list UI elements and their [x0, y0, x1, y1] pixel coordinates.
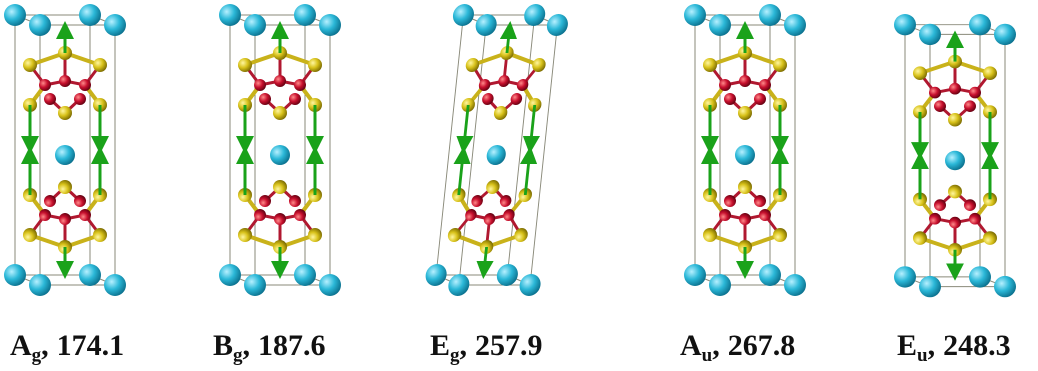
figure: Ag,174.1Bg,187.6Eg,257.9Au,267.8Eu,248.3	[0, 0, 1038, 371]
mode-label: Eu,248.3	[897, 329, 1011, 366]
separator: ,	[243, 329, 251, 362]
structure	[423, 4, 570, 296]
structure	[894, 14, 1016, 297]
structure	[684, 4, 806, 296]
mode-subscript: u	[702, 345, 713, 366]
mode-subscript: g	[450, 345, 460, 366]
mode-label: Bg,187.6	[213, 329, 326, 366]
mode-subscript: g	[32, 345, 42, 366]
mode-symbol: A	[10, 329, 32, 362]
frequency: 174.1	[57, 329, 125, 362]
mode-symbol: B	[213, 329, 233, 362]
mode-label: Eg,257.9	[430, 329, 543, 366]
frequency: 257.9	[475, 329, 543, 362]
mode-symbol: E	[897, 329, 917, 362]
separator: ,	[928, 329, 936, 362]
separator: ,	[41, 329, 49, 362]
separator: ,	[712, 329, 720, 362]
separator: ,	[460, 329, 468, 362]
mode-subscript: g	[233, 345, 243, 366]
structure	[4, 4, 126, 296]
structure	[219, 4, 341, 296]
mode-label: Ag,174.1	[10, 329, 124, 366]
frequency: 248.3	[943, 329, 1011, 362]
frequency: 187.6	[258, 329, 326, 362]
frequency: 267.8	[728, 329, 796, 362]
mode-label: Au,267.8	[680, 329, 795, 366]
mode-symbol: A	[680, 329, 702, 362]
mode-subscript: u	[917, 345, 928, 366]
mode-symbol: E	[430, 329, 450, 362]
